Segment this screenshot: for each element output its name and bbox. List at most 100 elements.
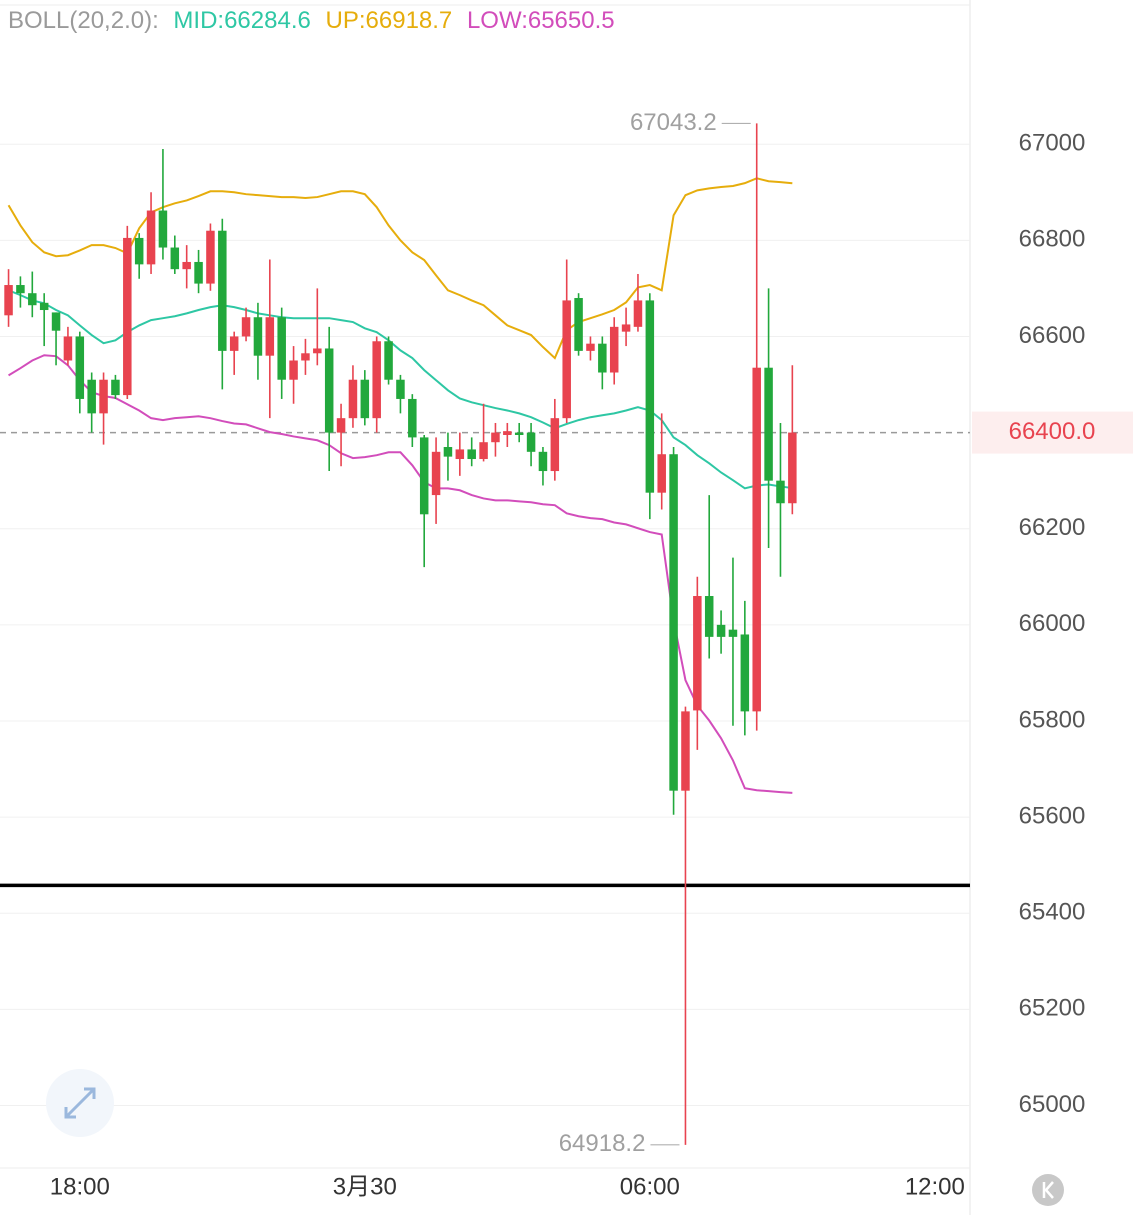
boll-line <box>7 177 793 360</box>
candle-body <box>728 629 738 637</box>
extreme-label: 64918.2 <box>559 1130 646 1157</box>
candle-body <box>301 353 310 361</box>
extreme-label: 67043.2 <box>630 109 717 136</box>
candle-body <box>681 711 690 791</box>
candle-body <box>716 624 726 637</box>
indicator-legend: BOLL(20,2.0): MID:66284.6 UP:66918.7 LOW… <box>8 7 615 34</box>
candle-body <box>265 317 275 356</box>
kline-icon[interactable] <box>1042 1181 1054 1199</box>
candle-body <box>479 442 488 460</box>
candle-body <box>324 348 334 433</box>
y-tick-label: 66200 <box>1019 514 1086 541</box>
candle-body <box>419 437 429 515</box>
candle-body <box>776 480 785 504</box>
legend-up: UP:66918.7 <box>326 7 453 34</box>
candle-body <box>538 451 548 472</box>
candle-body <box>99 379 108 414</box>
candle-body <box>526 432 536 452</box>
candle-body <box>645 300 655 493</box>
candle-body <box>111 379 120 396</box>
candle-body <box>229 336 239 351</box>
candle-body <box>28 293 37 306</box>
candle-body <box>657 454 666 493</box>
x-tick-label: 12:00 <box>905 1173 965 1200</box>
candle-body <box>384 341 393 380</box>
candle-body <box>609 326 619 373</box>
candle-body <box>503 431 512 435</box>
candle-body <box>277 317 286 380</box>
last-price-label: 66400.0 <box>1009 418 1096 445</box>
plot: 65000 65200 65400 65600 65800 66000 66200 66600… <box>0 109 1133 1200</box>
candle-body <box>491 432 500 443</box>
candle-body <box>598 343 607 373</box>
candle-body <box>704 596 714 637</box>
candle-body <box>455 449 465 460</box>
candle-body <box>574 298 583 351</box>
candle-body <box>764 367 773 481</box>
candle-body <box>586 343 595 351</box>
candle-body <box>693 596 702 711</box>
y-tick-label: 66000 <box>1019 610 1086 637</box>
candle-body <box>514 432 524 435</box>
candle-body <box>408 398 417 438</box>
candle-body <box>39 302 49 311</box>
candle-body <box>788 432 797 504</box>
candle-body <box>253 317 263 356</box>
candle-body <box>194 261 203 284</box>
candle-body <box>360 379 370 419</box>
candle-body <box>348 379 358 419</box>
candle-body <box>241 317 251 337</box>
legend-low: LOW:65650.5 <box>467 7 615 34</box>
candle-body <box>182 261 191 270</box>
candle-body <box>396 379 405 399</box>
candle-body <box>87 379 96 414</box>
candle-body <box>443 447 453 457</box>
candle-body <box>313 348 322 354</box>
candle-body <box>621 324 631 332</box>
candle-body <box>289 360 298 380</box>
x-tick-label: 06:00 <box>620 1173 680 1200</box>
y-tick-label: 66600 <box>1019 322 1086 349</box>
expand-button[interactable] <box>46 1069 114 1137</box>
candle-body <box>75 336 85 399</box>
legend-mid: MID:66284.6 <box>173 7 310 34</box>
y-tick-label: 65800 <box>1019 706 1086 733</box>
candle-body <box>63 336 73 361</box>
candle-body <box>158 210 168 248</box>
y-tick-label: 67000 <box>1019 130 1086 157</box>
y-tick-label: 65400 <box>1019 899 1086 926</box>
candle-body <box>146 210 156 265</box>
candle-body <box>206 230 215 284</box>
y-tick-label: 65000 <box>1019 1091 1086 1118</box>
candle-body <box>16 285 25 294</box>
candle-body <box>170 247 180 270</box>
candle-body <box>123 237 132 396</box>
candle-body <box>4 285 13 316</box>
x-tick-label: 18:00 <box>50 1173 110 1200</box>
kline-button[interactable] <box>1032 1174 1064 1206</box>
candle-body <box>134 237 144 265</box>
candle-body <box>740 634 750 712</box>
candle-body <box>562 300 571 419</box>
kline-button-bg[interactable] <box>1032 1174 1064 1206</box>
expand-icon[interactable] <box>64 1087 96 1119</box>
y-tick-label: 66800 <box>1019 226 1086 253</box>
indicator-label: BOLL(20,2.0): <box>8 7 159 34</box>
candle-body <box>372 341 381 419</box>
candle-body <box>633 300 643 327</box>
y-tick-label: 65200 <box>1019 995 1086 1022</box>
candle-body <box>752 367 761 712</box>
candle-body <box>550 418 560 472</box>
candle-body <box>467 449 476 460</box>
last-price-box <box>972 411 1133 454</box>
candle-body <box>336 418 346 433</box>
x-tick-label: 3月30 <box>333 1173 397 1200</box>
candle-body <box>431 451 441 496</box>
candle-body <box>669 454 678 791</box>
boll-line <box>8 354 793 794</box>
candle-body <box>51 312 61 331</box>
y-tick-label: 65600 <box>1019 802 1086 829</box>
candle-body <box>218 230 227 351</box>
